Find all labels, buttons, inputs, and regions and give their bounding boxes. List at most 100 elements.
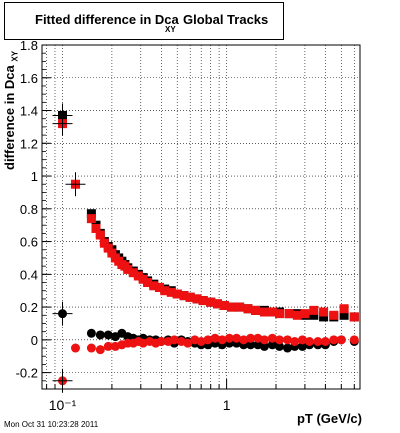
series-3-point [239,335,249,345]
y-tick-label: 0.6 [20,235,38,250]
x-tick-label: 10⁻¹ [49,397,77,413]
series-3-point [246,333,256,343]
series-1-point [192,294,202,304]
series-1-point [329,310,339,320]
timestamp: Mon Oct 31 10:23:28 2011 [4,420,99,429]
series-1-point [206,297,216,307]
series-1-point [185,292,195,302]
series-1-point [250,305,260,315]
series-3-point [183,338,193,348]
x-axis-label: pT (GeV/c) [296,411,362,426]
series-3-point [267,333,277,343]
series-1-point [274,309,284,319]
series-3-point [290,336,300,346]
grid-lines [42,44,360,389]
series-3-point [349,335,359,345]
series-1-point [300,309,310,319]
series-1-point [309,305,319,315]
series-1-point [160,286,170,296]
series-0-point [339,310,349,320]
series-1-point [243,304,253,314]
series-1-point [154,282,164,292]
y-tick-label: 1.4 [20,104,38,119]
series-3-point [210,333,220,343]
series-1-point [86,214,96,224]
series-0-point [319,312,329,322]
series-1-point [267,307,277,317]
series-1-point [292,310,302,320]
series-1-point [219,300,229,310]
y-tick-label: 1.8 [20,38,38,53]
series-3-point [70,343,80,353]
x-tick-label: 1 [223,397,231,413]
series-1-point [91,223,101,233]
series-3-point [156,336,166,346]
series-2-point [103,330,113,340]
series-1-point [198,296,208,306]
series-1-point [133,271,143,281]
y-tick-label: 0.8 [20,202,38,217]
series-1-point [284,309,294,319]
series-1-point [226,302,236,312]
series-1-point [235,302,245,312]
y-tick-label: 0 [31,333,38,348]
series-2-point [246,340,256,350]
series-3-point [274,335,284,345]
series-1-point [99,238,109,248]
series-2-point [282,343,292,353]
series-3-point [217,335,227,345]
series-3-point [203,335,213,345]
series-2-point [86,328,96,338]
axis-ticks: -0.2 0 0.2 0.4 0.6 0.8 1 1.2 1.4 1.6 1.8 10⁻¹ 1 [16,38,355,413]
series-1-point [349,312,359,322]
series-3-point [336,335,346,345]
series-3-point [329,335,339,345]
series-1-point [319,307,329,317]
chart-title-box: Fitted difference in Dca XY Global Track… [4,2,284,40]
series-3-point [259,335,269,345]
y-axis-label: difference in Dca XY [2,50,20,170]
series-1-point [149,281,159,291]
series-3-point [313,336,323,346]
series-1-point [259,307,269,317]
series-1-point [123,264,133,274]
y-tick-label: 0.2 [20,300,38,315]
series-1-point [95,230,105,240]
series-1-point [339,304,349,314]
chart-title-suffix: Global Tracks [183,12,269,27]
series-0-point [309,310,319,320]
series-3-point [95,345,105,355]
series-1-point [179,291,189,301]
series-2-point [259,341,269,351]
chart-title-subscript: XY [165,25,176,34]
series-2-point [267,340,277,350]
series-1-point [166,287,176,297]
y-tick-label: 1 [31,169,38,184]
series-2-point [95,330,105,340]
series-3-point [103,341,113,351]
series-1-point [172,289,182,299]
series-1-point [143,278,153,288]
series-2-point [274,341,284,351]
series-3-point [196,336,206,346]
series-1-point [128,268,138,278]
data-marks [52,103,359,393]
y-tick-label: 1.6 [20,71,38,86]
series-3-point [232,333,242,343]
series-0-point [86,209,96,219]
y-tick-label: 1.2 [20,136,38,151]
series-3-point [304,336,314,346]
series-3-point [297,335,307,345]
series-1-point [107,248,117,258]
series-1-point [212,299,222,309]
series-3-point [282,335,292,345]
series-2-point [297,341,307,351]
series-3-point [169,335,179,345]
y-axis-label-subscript: XY [10,50,20,62]
chart-title: Fitted difference in Dca [35,12,179,27]
series-3-point [224,333,234,343]
y-tick-label: -0.2 [16,366,38,381]
series-3-point [320,336,330,346]
series-3-point [86,343,96,353]
